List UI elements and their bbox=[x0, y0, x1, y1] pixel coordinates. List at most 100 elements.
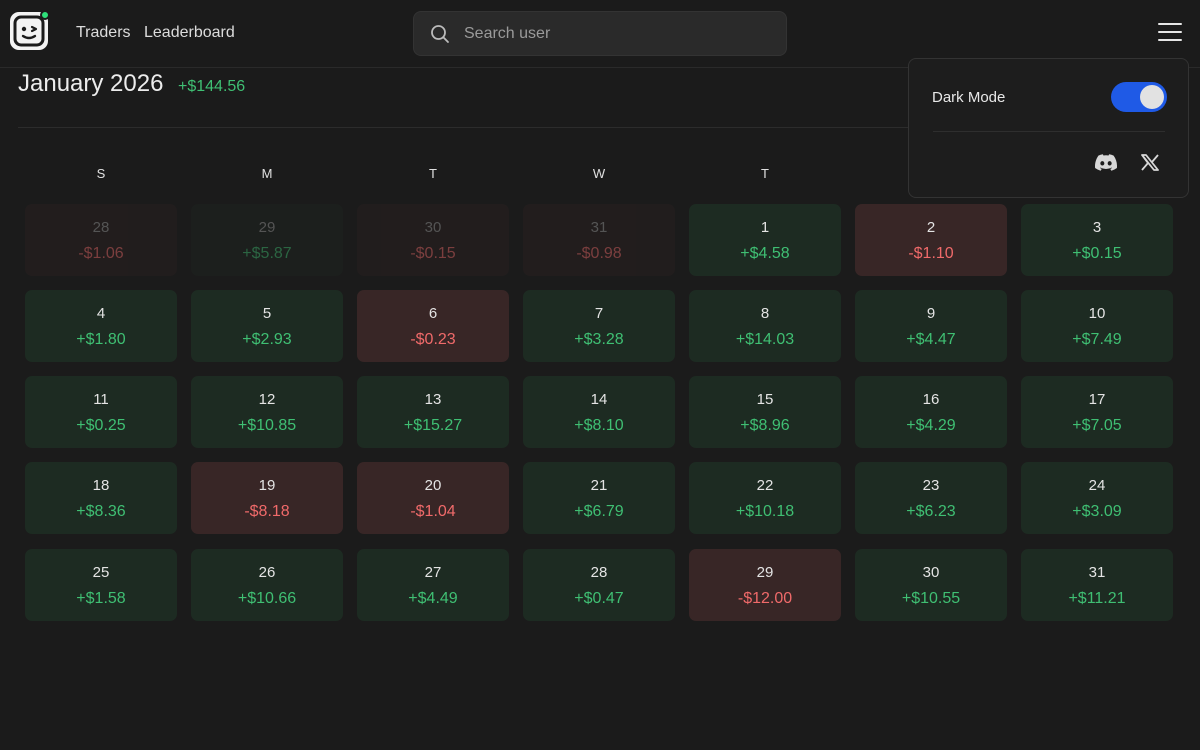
day-pnl: +$8.96 bbox=[740, 417, 790, 434]
day-cell[interactable]: 21 +$6.79 bbox=[523, 462, 675, 534]
day-cell[interactable]: 5 +$2.93 bbox=[191, 290, 343, 362]
day-pnl: -$0.15 bbox=[410, 245, 456, 262]
day-cell[interactable]: 12 +$10.85 bbox=[191, 376, 343, 448]
day-cell[interactable]: 29 +$5.87 bbox=[191, 204, 343, 276]
day-pnl: +$6.23 bbox=[906, 503, 956, 520]
day-number: 18 bbox=[92, 477, 110, 494]
day-cell[interactable]: 18 +$8.36 bbox=[25, 462, 177, 534]
day-number: 13 bbox=[424, 391, 442, 408]
day-number: 17 bbox=[1088, 391, 1106, 408]
search-input[interactable] bbox=[464, 12, 774, 55]
day-pnl: -$1.06 bbox=[78, 245, 124, 262]
day-pnl: +$5.87 bbox=[242, 245, 292, 262]
day-number: 26 bbox=[258, 564, 276, 581]
day-pnl: +$10.85 bbox=[237, 417, 297, 434]
day-pnl: +$8.36 bbox=[76, 503, 126, 520]
day-pnl: -$12.00 bbox=[737, 590, 793, 607]
day-pnl: +$3.28 bbox=[574, 331, 624, 348]
dark-mode-toggle[interactable] bbox=[1111, 82, 1167, 112]
day-number: 23 bbox=[922, 477, 940, 494]
day-number: 25 bbox=[92, 564, 110, 581]
day-cell[interactable]: 10 +$7.49 bbox=[1021, 290, 1173, 362]
day-pnl: +$10.18 bbox=[735, 503, 795, 520]
day-pnl: +$14.03 bbox=[735, 331, 795, 348]
day-cell[interactable]: 7 +$3.28 bbox=[523, 290, 675, 362]
day-number: 29 bbox=[756, 564, 774, 581]
day-number: 7 bbox=[594, 305, 604, 322]
day-cell[interactable]: 31 -$0.98 bbox=[523, 204, 675, 276]
logo-icon[interactable] bbox=[10, 10, 50, 50]
divider bbox=[18, 127, 1182, 128]
day-cell[interactable]: 11 +$0.25 bbox=[25, 376, 177, 448]
day-pnl: +$1.58 bbox=[76, 590, 126, 607]
day-cell[interactable]: 9 +$4.47 bbox=[855, 290, 1007, 362]
day-pnl: +$7.49 bbox=[1072, 331, 1122, 348]
nav-leaderboard[interactable]: Leaderboard bbox=[144, 24, 235, 41]
dark-mode-label: Dark Mode bbox=[932, 89, 1006, 106]
day-cell[interactable]: 6 -$0.23 bbox=[357, 290, 509, 362]
menu-icon[interactable] bbox=[1158, 23, 1182, 43]
day-cell[interactable]: 20 -$1.04 bbox=[357, 462, 509, 534]
day-pnl: +$0.47 bbox=[574, 590, 624, 607]
day-pnl: +$11.21 bbox=[1068, 590, 1126, 607]
day-cell[interactable]: 29 -$12.00 bbox=[689, 549, 841, 621]
day-cell[interactable]: 16 +$4.29 bbox=[855, 376, 1007, 448]
month-title: January 2026 bbox=[18, 70, 164, 97]
day-cell[interactable]: 15 +$8.96 bbox=[689, 376, 841, 448]
day-number: 16 bbox=[922, 391, 940, 408]
day-cell[interactable]: 26 +$10.66 bbox=[191, 549, 343, 621]
day-cell[interactable]: 24 +$3.09 bbox=[1021, 462, 1173, 534]
day-number: 29 bbox=[258, 219, 276, 236]
day-cell[interactable]: 28 -$1.06 bbox=[25, 204, 177, 276]
day-cell[interactable]: 23 +$6.23 bbox=[855, 462, 1007, 534]
day-cell[interactable]: 30 -$0.15 bbox=[357, 204, 509, 276]
search-icon bbox=[431, 25, 449, 43]
day-number: 2 bbox=[926, 219, 936, 236]
day-number: 8 bbox=[760, 305, 770, 322]
discord-icon[interactable] bbox=[1095, 154, 1117, 171]
nav-traders[interactable]: Traders bbox=[76, 24, 131, 41]
day-cell[interactable]: 30 +$10.55 bbox=[855, 549, 1007, 621]
day-pnl: -$1.04 bbox=[410, 503, 456, 520]
day-pnl: +$7.05 bbox=[1072, 417, 1122, 434]
logo-status-dot bbox=[40, 10, 50, 20]
day-pnl: +$0.15 bbox=[1072, 245, 1122, 262]
top-bar: Traders Leaderboard bbox=[0, 0, 1200, 68]
day-number: 24 bbox=[1088, 477, 1106, 494]
x-icon[interactable] bbox=[1141, 154, 1159, 171]
day-cell[interactable]: 22 +$10.18 bbox=[689, 462, 841, 534]
day-number: 15 bbox=[756, 391, 774, 408]
day-cell[interactable]: 13 +$15.27 bbox=[357, 376, 509, 448]
day-number: 10 bbox=[1088, 305, 1106, 322]
day-pnl: -$0.98 bbox=[576, 245, 622, 262]
day-cell[interactable]: 3 +$0.15 bbox=[1021, 204, 1173, 276]
settings-menu: Dark Mode bbox=[908, 58, 1189, 198]
day-pnl: +$10.66 bbox=[237, 590, 297, 607]
day-number: 19 bbox=[258, 477, 276, 494]
day-cell[interactable]: 17 +$7.05 bbox=[1021, 376, 1173, 448]
weekday-label: T bbox=[761, 166, 769, 181]
day-cell[interactable]: 28 +$0.47 bbox=[523, 549, 675, 621]
search-box[interactable] bbox=[413, 11, 787, 56]
day-pnl: +$4.58 bbox=[740, 245, 790, 262]
day-number: 3 bbox=[1092, 219, 1102, 236]
day-cell[interactable]: 31 +$11.21 bbox=[1021, 549, 1173, 621]
day-cell[interactable]: 8 +$14.03 bbox=[689, 290, 841, 362]
day-cell[interactable]: 14 +$8.10 bbox=[523, 376, 675, 448]
day-cell[interactable]: 19 -$8.18 bbox=[191, 462, 343, 534]
day-pnl: +$0.25 bbox=[76, 417, 126, 434]
day-number: 12 bbox=[258, 391, 276, 408]
day-pnl: +$4.29 bbox=[906, 417, 956, 434]
day-pnl: -$8.18 bbox=[244, 503, 290, 520]
day-pnl: +$10.55 bbox=[901, 590, 961, 607]
day-number: 31 bbox=[1088, 564, 1106, 581]
month-total: +$144.56 bbox=[178, 78, 246, 95]
day-cell[interactable]: 4 +$1.80 bbox=[25, 290, 177, 362]
day-cell[interactable]: 25 +$1.58 bbox=[25, 549, 177, 621]
day-pnl: +$6.79 bbox=[574, 503, 624, 520]
day-cell[interactable]: 2 -$1.10 bbox=[855, 204, 1007, 276]
day-number: 14 bbox=[590, 391, 608, 408]
day-cell[interactable]: 1 +$4.58 bbox=[689, 204, 841, 276]
day-cell[interactable]: 27 +$4.49 bbox=[357, 549, 509, 621]
day-pnl: +$4.49 bbox=[408, 590, 458, 607]
